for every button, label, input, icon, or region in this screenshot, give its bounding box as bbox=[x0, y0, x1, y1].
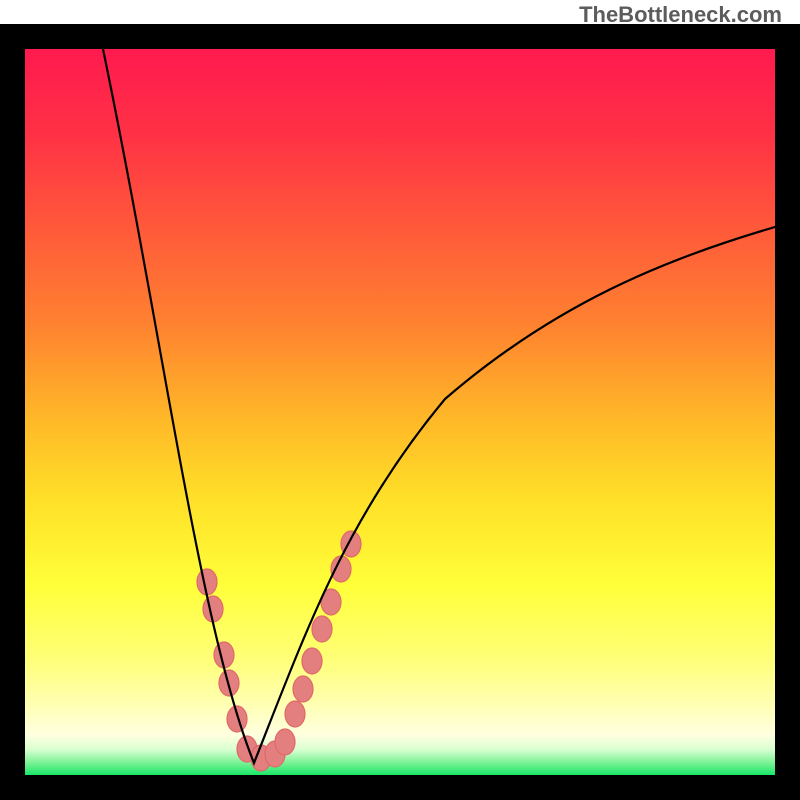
data-dot bbox=[227, 706, 247, 732]
plot-area bbox=[25, 49, 775, 775]
bottleneck-curve bbox=[103, 49, 775, 763]
data-dot bbox=[302, 648, 322, 674]
chart-container: TheBottleneck.com bbox=[0, 0, 800, 800]
data-dot bbox=[293, 676, 313, 702]
curve-layer bbox=[25, 49, 775, 775]
data-dot bbox=[285, 701, 305, 727]
data-dot bbox=[312, 616, 332, 642]
data-dot bbox=[275, 729, 295, 755]
